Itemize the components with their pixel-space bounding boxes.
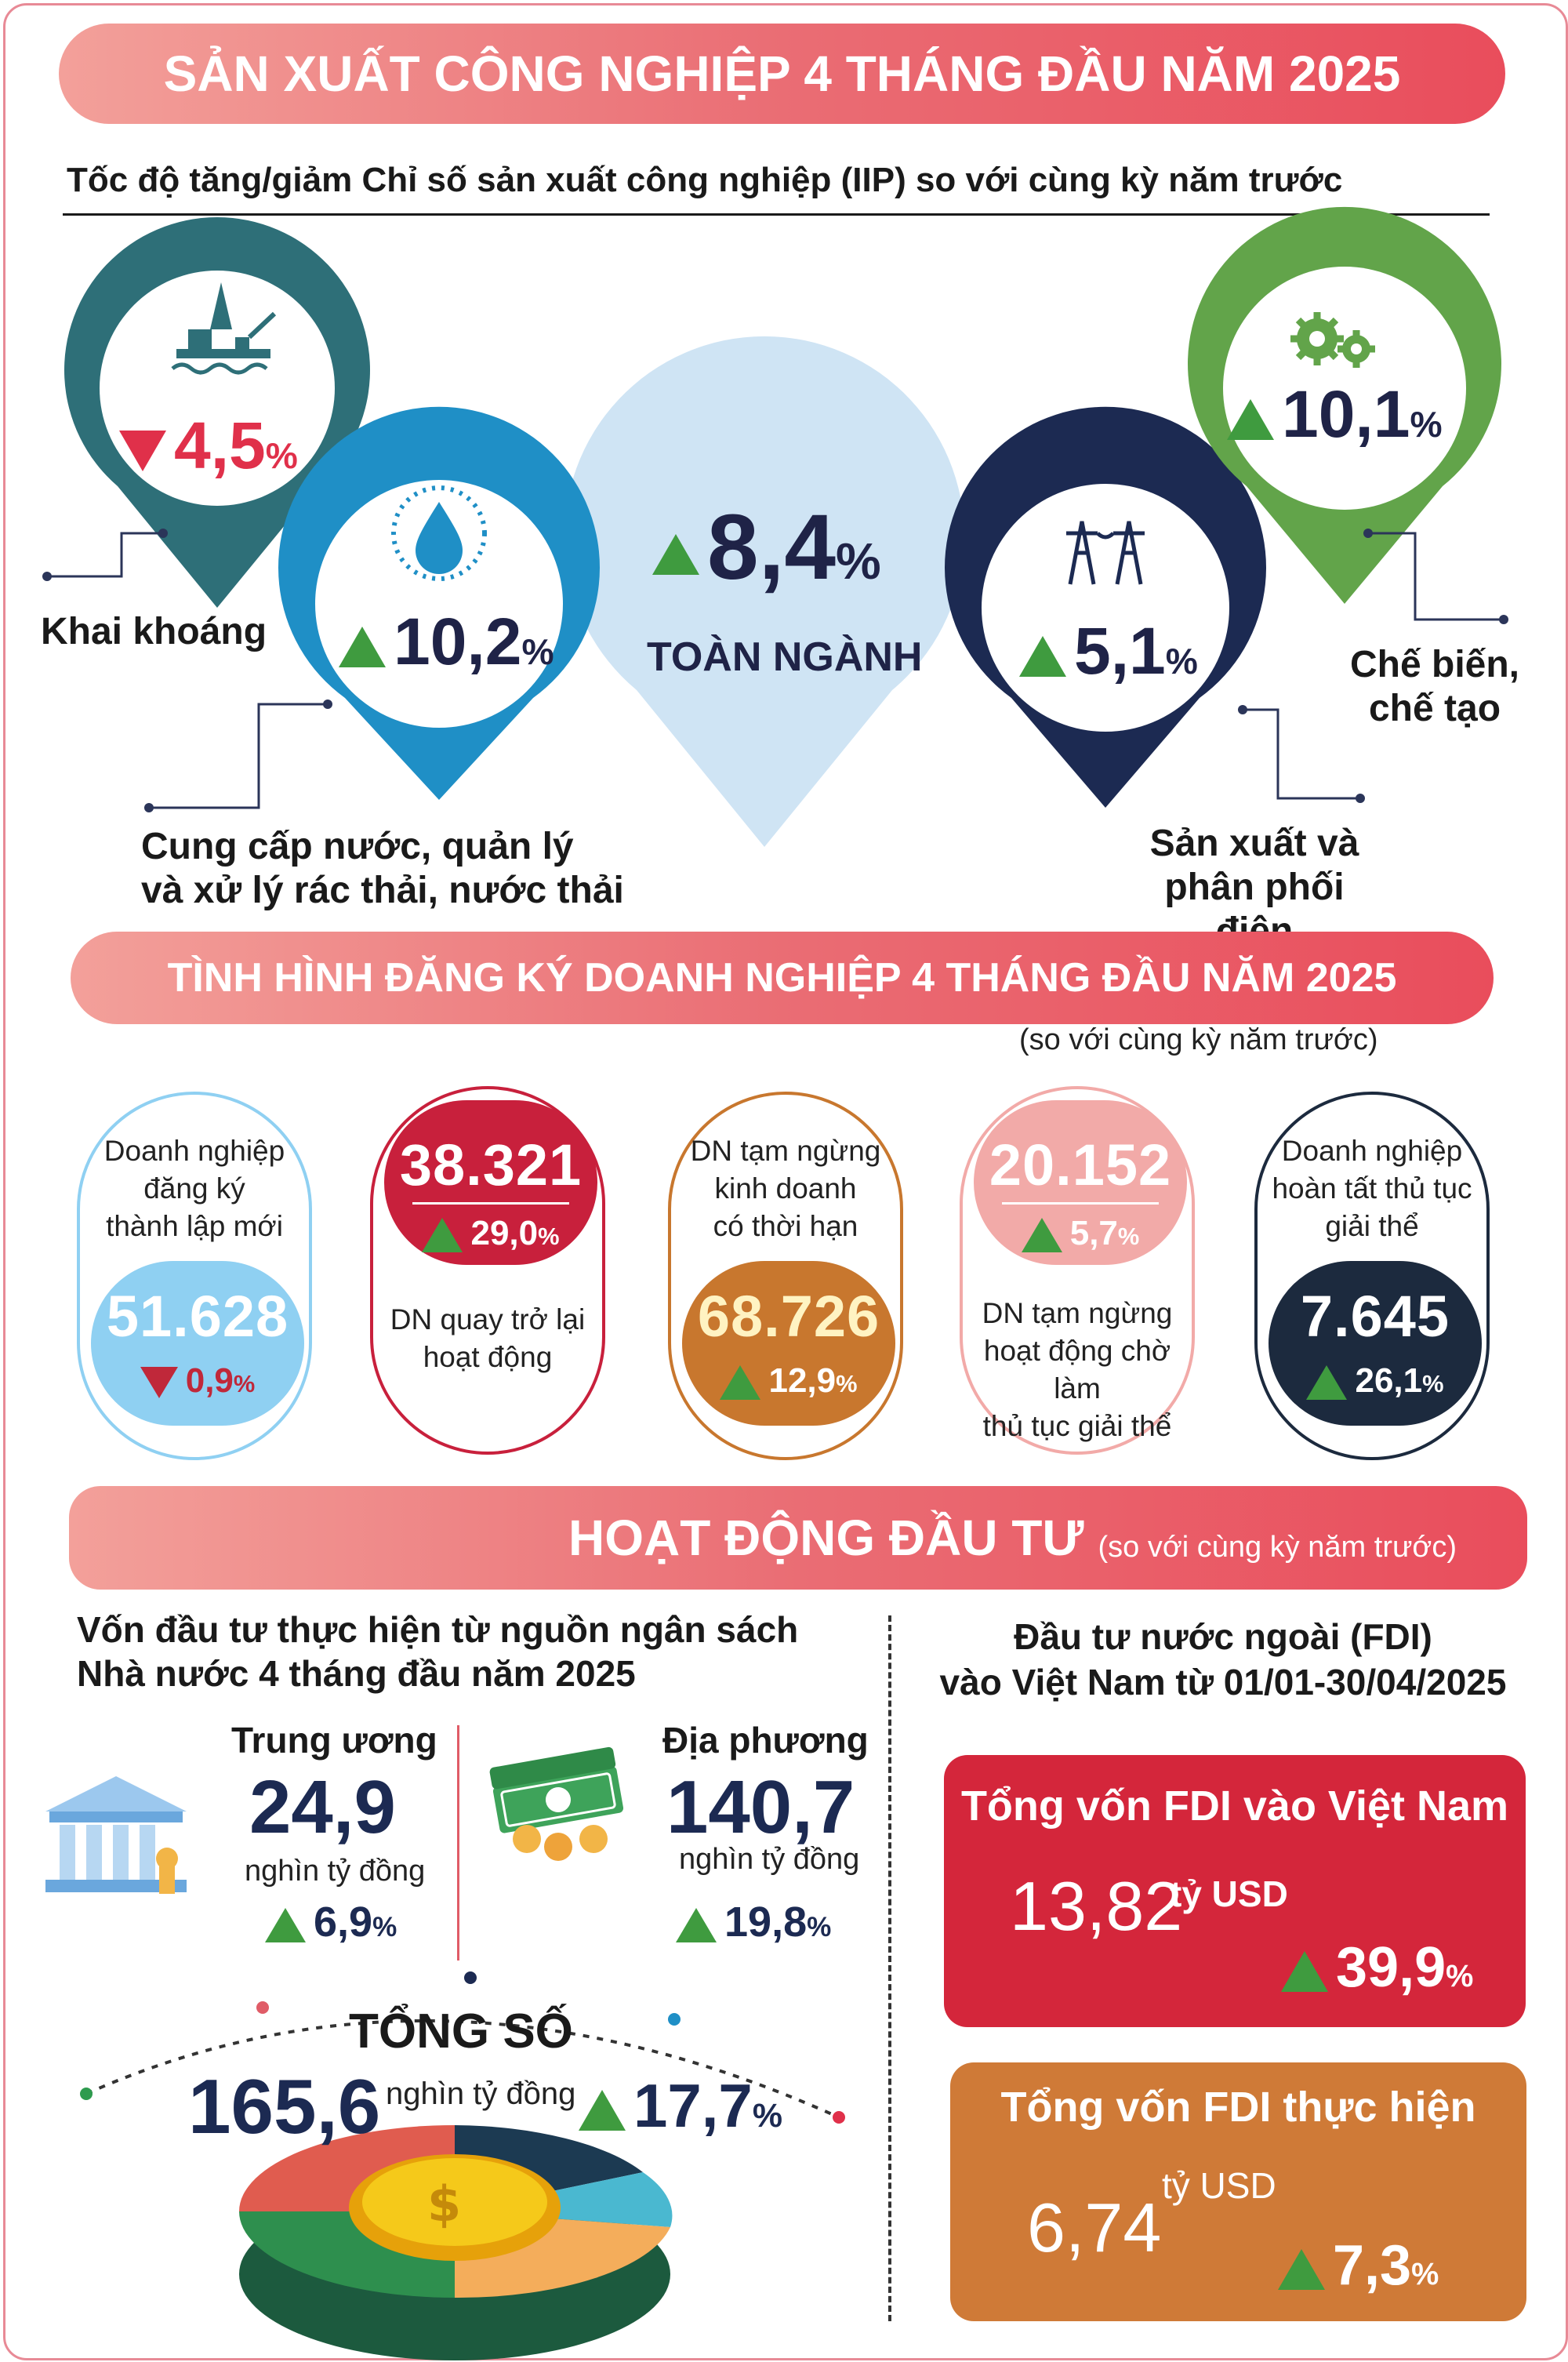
budget-total-pct: 17,7% (579, 2070, 782, 2142)
business-card-suspended-pct: 12,9% (682, 1361, 895, 1401)
page-frame (3, 3, 1568, 2360)
pin-total (564, 336, 964, 847)
budget-total-unit: nghìn tỷ đồng (386, 2077, 576, 2111)
budget-local-label: Địa phương (662, 1720, 869, 1761)
budget-col-divider (457, 1725, 459, 1960)
oil-rig-icon (171, 282, 277, 375)
trend-up-icon (720, 1365, 761, 1401)
water-drop-icon (391, 485, 487, 581)
trend-up-icon (1306, 1365, 1348, 1401)
budget-local-value: 140,7 (666, 1765, 855, 1849)
budget-local-unit: nghìn tỷ đồng (679, 1843, 860, 1876)
iip-total-value: 8,4% (652, 494, 881, 601)
budget-central-pct: 6,9% (265, 1898, 397, 1946)
main-title: SẢN XUẤT CÔNG NGHIỆP 4 THÁNG ĐẦU NĂM 202… (163, 45, 1401, 102)
trend-up-icon (1278, 2248, 1325, 2290)
fdi-registered-pct: 39,9% (1281, 1935, 1473, 2000)
trend-up-icon (1281, 1950, 1328, 1992)
fdi-heading: Đầu tư nước ngoài (FDI) vào Việt Nam từ … (939, 1616, 1507, 1702)
business-card-suspended-number: 68.726 (697, 1284, 880, 1349)
trend-up-icon (652, 533, 699, 575)
trend-up-icon (579, 2090, 626, 2131)
business-card-dissolved-number: 7.645 (1300, 1284, 1450, 1349)
business-card-dissolved-pct: 26,1% (1269, 1361, 1482, 1401)
business-card-new-number: 51.628 (106, 1284, 289, 1349)
iip-electric-label: Sản xuất và phân phối điện (1149, 823, 1359, 952)
iip-mining-label: Khai khoáng (41, 611, 267, 652)
fdi-registered-value: 13,82 (1010, 1867, 1183, 1945)
trend-up-icon (1021, 1218, 1062, 1253)
iip-heading-underline (63, 213, 1490, 216)
business-title: TÌNH HÌNH ĐĂNG KÝ DOANH NGHIỆP 4 THÁNG Đ… (167, 955, 1397, 1001)
iip-heading: Tốc độ tăng/giảm Chỉ số sản xuất công ng… (67, 161, 1343, 199)
fdi-realized-box: Tổng vốn FDI thực hiện 6,74 tỷ USD 7,3% (950, 2062, 1526, 2321)
business-card-dissolved: Doanh nghiệp hoàn tất thủ tục giải thể 7… (1254, 1092, 1490, 1460)
business-card-returned-number: 38.321 (399, 1132, 583, 1197)
section-divider (888, 1615, 891, 2321)
business-card-returned-pct: 29,0% (384, 1214, 597, 1253)
business-card-new-pct: 0,9% (91, 1361, 304, 1401)
fdi-realized-label: Tổng vốn FDI thực hiện (1000, 2084, 1476, 2131)
business-title-banner: TÌNH HÌNH ĐĂNG KÝ DOANH NGHIỆP 4 THÁNG Đ… (71, 932, 1494, 1024)
business-card-pending: 20.152 5,7% DN tạm ngừng hoạt động chờ l… (960, 1086, 1195, 1455)
budget-central-value: 24,9 (249, 1765, 396, 1849)
business-card-pending-pct: 5,7% (974, 1214, 1187, 1253)
svg-text:$: $ (427, 2175, 461, 2233)
business-card-new: Doanh nghiệp đăng ký thành lập mới 51.62… (77, 1092, 312, 1460)
fdi-registered-box: Tổng vốn FDI vào Việt Nam 13,82 tỷ USD 3… (944, 1755, 1526, 2027)
investment-note: (so với cùng kỳ năm trước) (1098, 1530, 1457, 1564)
gears-icon (1290, 312, 1375, 368)
business-card-suspended: DN tạm ngừng kinh doanh có thời hạn 68.7… (668, 1092, 903, 1460)
bank-icon (45, 1776, 187, 1894)
trend-down-icon (140, 1367, 178, 1399)
iip-water-label: Cung cấp nước, quản lý và xử lý rác thải… (141, 826, 624, 911)
trend-up-icon (1019, 635, 1066, 677)
iip-pins (42, 206, 1508, 847)
investment-title: HOẠT ĐỘNG ĐẦU TƯ (568, 1510, 1084, 1566)
budget-total-label: TỔNG SỐ (349, 2004, 573, 2059)
power-tower-icon (1066, 521, 1145, 585)
budget-local-pct: 19,8% (676, 1898, 831, 1946)
money-icon (489, 1746, 624, 1861)
business-card-pending-number: 20.152 (989, 1132, 1172, 1197)
investment-title-banner: HOẠT ĐỘNG ĐẦU TƯ (so với cùng kỳ năm trư… (69, 1486, 1527, 1590)
iip-electric-value: 5,1% (1019, 613, 1198, 689)
budget-total-value: 165,6 (188, 2063, 381, 2149)
fdi-registered-unit: tỷ USD (1170, 1873, 1288, 1914)
fdi-realized-value: 6,74 (1027, 2189, 1162, 2266)
trend-up-icon (422, 1218, 463, 1253)
trend-up-icon (1227, 398, 1274, 440)
iip-mining-value: 4,5% (119, 408, 298, 484)
business-note: (so với cùng kỳ năm trước) (1019, 1023, 1378, 1056)
main-title-banner: SẢN XUẤT CÔNG NGHIỆP 4 THÁNG ĐẦU NĂM 202… (59, 24, 1505, 124)
trend-up-icon (265, 1907, 306, 1942)
trend-down-icon (119, 430, 166, 471)
business-card-returned: 38.321 29,0% DN quay trở lại hoạt động (370, 1086, 605, 1455)
trend-up-icon (676, 1907, 717, 1942)
fdi-realized-pct: 7,3% (1278, 2233, 1439, 2298)
trend-up-icon (339, 626, 386, 667)
budget-central-label: Trung ương (231, 1720, 437, 1761)
iip-total-label: TOÀN NGÀNH (647, 634, 923, 680)
budget-heading: Vốn đầu tư thực hiện từ nguồn ngân sách … (77, 1609, 799, 1694)
pie-chart: $ (239, 2125, 673, 2360)
iip-manufacturing-label: Chế biến, chế tạo (1349, 644, 1520, 729)
fdi-realized-unit: tỷ USD (1162, 2165, 1276, 2206)
budget-central-unit: nghìn tỷ đồng (245, 1855, 426, 1888)
fdi-registered-label: Tổng vốn FDI vào Việt Nam (960, 1782, 1509, 1830)
total-pie-graphic: $ (80, 1971, 845, 2360)
iip-water-value: 10,2% (339, 604, 554, 680)
iip-manufacturing-value: 10,1% (1227, 376, 1443, 452)
